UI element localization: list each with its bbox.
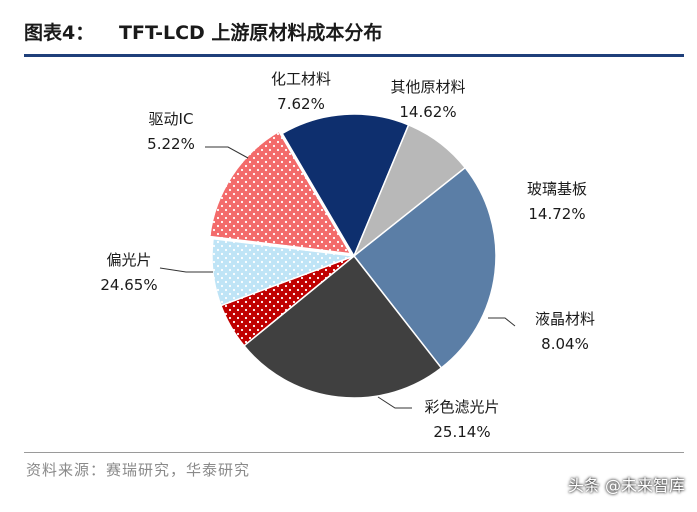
source-divider bbox=[24, 452, 684, 453]
figure-label: 图表4： bbox=[24, 22, 95, 44]
slice-name-label-6: 化工材料 bbox=[271, 70, 331, 88]
slice-name-label-3: 彩色滤光片 bbox=[424, 398, 499, 416]
pie-slice-pattern-0 bbox=[209, 131, 351, 254]
pie-slice-3 bbox=[352, 166, 497, 370]
slice-value-label-6: 7.62% bbox=[277, 95, 325, 113]
slice-value-label-5: 5.22% bbox=[147, 135, 195, 153]
slice-name-label-0: 其他原材料 bbox=[390, 78, 465, 96]
source-note: 资料来源：赛瑞研究，华泰研究 bbox=[26, 461, 251, 479]
title-bar: 图表4： TFT-LCD 上游原材料成本分布 bbox=[24, 14, 684, 57]
slice-value-label-3: 25.14% bbox=[433, 423, 490, 441]
pie-slice-4 bbox=[242, 254, 443, 399]
slice-name-label-5: 驱动IC bbox=[149, 110, 194, 128]
leader-line-4 bbox=[159, 267, 213, 273]
pie-slice-1 bbox=[281, 113, 410, 258]
slice-name-label-4: 偏光片 bbox=[106, 251, 151, 269]
slice-value-label-1: 14.72% bbox=[528, 205, 585, 223]
pie-slice-pattern-6 bbox=[212, 238, 354, 306]
slice-value-label-4: 24.65% bbox=[100, 276, 157, 294]
slice-name-label-1: 玻璃基板 bbox=[527, 180, 587, 198]
pie-slice-pattern-5 bbox=[220, 256, 354, 346]
leader-line-3 bbox=[377, 396, 412, 409]
leader-line-2 bbox=[488, 317, 516, 327]
watermark: 头条 @未来智库 bbox=[567, 476, 685, 495]
slice-value-label-2: 8.04% bbox=[541, 335, 589, 353]
slice-name-label-2: 液晶材料 bbox=[535, 310, 595, 328]
chart-title: TFT-LCD 上游原材料成本分布 bbox=[119, 22, 383, 44]
slice-value-label-0: 14.62% bbox=[399, 103, 456, 121]
leader-line-5 bbox=[205, 146, 249, 159]
